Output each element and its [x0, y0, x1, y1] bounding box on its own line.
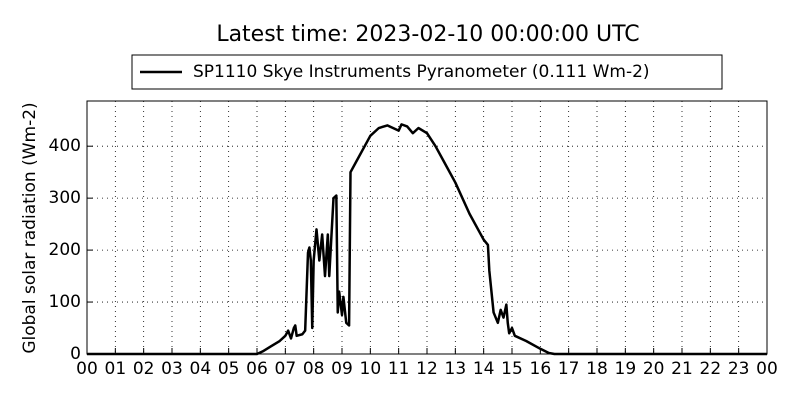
chart-title: Latest time: 2023-02-10 00:00:00 UTC	[216, 22, 639, 47]
x-tick-label: 18	[586, 359, 608, 379]
x-tick-label: 10	[360, 359, 382, 379]
y-axis-label: Global solar radiation (Wm-2)	[20, 102, 40, 353]
y-tick-label: 300	[49, 188, 81, 208]
x-tick-label: 19	[615, 359, 637, 379]
x-tick-label: 01	[105, 359, 127, 379]
x-tick-label: 07	[275, 359, 297, 379]
legend-label: SP1110 Skye Instruments Pyranometer (0.1…	[193, 62, 650, 82]
x-tick-label: 00	[76, 359, 98, 379]
x-tick-label: 08	[303, 359, 325, 379]
legend-box	[131, 54, 723, 90]
x-tick-label: 02	[133, 359, 155, 379]
x-tick-label: 16	[530, 359, 552, 379]
x-tick-label: 12	[416, 359, 438, 379]
x-tick-label: 15	[501, 359, 523, 379]
x-tick-label: 05	[218, 359, 240, 379]
y-tick-label: 100	[49, 292, 81, 312]
x-tick-label: 22	[700, 359, 722, 379]
x-tick-label: 23	[728, 359, 750, 379]
x-tick-label: 20	[643, 359, 665, 379]
plot-frame	[86, 100, 768, 355]
x-tick-label: 03	[161, 359, 183, 379]
x-tick-label: 09	[331, 359, 353, 379]
x-tick-label: 21	[671, 359, 693, 379]
y-tick-label: 200	[49, 240, 81, 260]
y-tick-label: 0	[70, 344, 81, 364]
x-tick-label: 04	[190, 359, 212, 379]
x-tick-label: 13	[445, 359, 467, 379]
x-tick-label: 17	[558, 359, 580, 379]
x-tick-label: 06	[246, 359, 268, 379]
x-tick-label: 11	[388, 359, 410, 379]
y-tick-label: 400	[49, 136, 81, 156]
x-tick-label: 14	[473, 359, 495, 379]
x-tick-label: 00	[756, 359, 778, 379]
data-line	[87, 123, 767, 356]
